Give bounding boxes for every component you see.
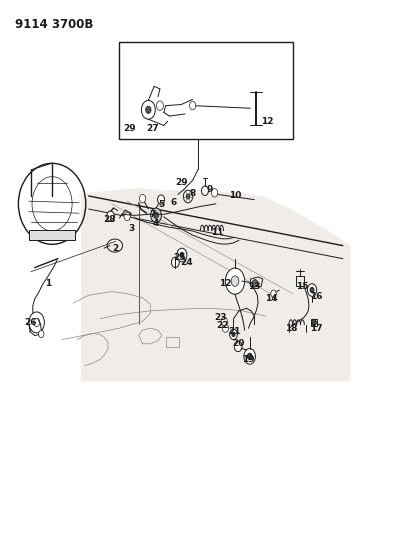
- Text: 26: 26: [24, 318, 37, 327]
- Text: 10: 10: [229, 191, 241, 200]
- Text: 12: 12: [261, 117, 274, 126]
- Circle shape: [33, 318, 40, 327]
- Circle shape: [186, 194, 190, 199]
- Circle shape: [231, 276, 239, 286]
- Circle shape: [211, 189, 218, 197]
- Text: 14: 14: [265, 294, 278, 303]
- Text: 15: 15: [296, 282, 309, 291]
- Circle shape: [226, 268, 244, 294]
- Text: 11: 11: [211, 228, 224, 237]
- Circle shape: [29, 312, 44, 333]
- Circle shape: [180, 253, 184, 257]
- Text: 17: 17: [310, 324, 322, 333]
- Text: 4: 4: [153, 219, 159, 228]
- Circle shape: [247, 353, 252, 359]
- Circle shape: [124, 212, 130, 221]
- Text: 6: 6: [170, 198, 176, 207]
- Circle shape: [156, 101, 163, 110]
- Circle shape: [171, 257, 179, 268]
- Circle shape: [252, 279, 258, 287]
- Circle shape: [177, 248, 187, 262]
- Circle shape: [141, 100, 155, 119]
- Circle shape: [244, 349, 255, 364]
- Text: 13: 13: [248, 282, 261, 291]
- Circle shape: [202, 186, 208, 196]
- Polygon shape: [29, 230, 75, 240]
- Text: 2: 2: [112, 244, 119, 253]
- Text: 20: 20: [233, 340, 245, 348]
- Polygon shape: [81, 188, 351, 382]
- Text: 27: 27: [146, 124, 158, 133]
- Text: 24: 24: [180, 258, 193, 267]
- Circle shape: [39, 330, 44, 337]
- Circle shape: [184, 190, 193, 203]
- Text: 7: 7: [149, 210, 155, 219]
- Text: 8: 8: [189, 189, 196, 198]
- Text: 9114 3700B: 9114 3700B: [15, 19, 94, 31]
- Bar: [166, 337, 179, 348]
- Circle shape: [146, 106, 151, 114]
- Text: 18: 18: [285, 324, 297, 333]
- Circle shape: [107, 211, 114, 222]
- Circle shape: [271, 290, 276, 297]
- Text: 25: 25: [173, 253, 185, 262]
- Circle shape: [151, 208, 162, 223]
- Circle shape: [230, 329, 237, 340]
- Polygon shape: [311, 319, 317, 326]
- Polygon shape: [296, 276, 303, 286]
- Circle shape: [307, 284, 317, 296]
- Bar: [119, 42, 293, 139]
- Text: 22: 22: [217, 320, 229, 329]
- Text: 9: 9: [207, 185, 213, 193]
- Circle shape: [154, 212, 158, 219]
- Text: 29: 29: [123, 124, 136, 133]
- Circle shape: [310, 287, 314, 293]
- Text: 1: 1: [45, 279, 51, 288]
- Text: 28: 28: [104, 215, 116, 224]
- Circle shape: [222, 324, 228, 332]
- Text: 16: 16: [310, 292, 322, 301]
- Circle shape: [189, 101, 196, 110]
- Circle shape: [221, 317, 227, 326]
- Circle shape: [158, 195, 165, 204]
- Circle shape: [232, 332, 235, 336]
- Text: 29: 29: [175, 179, 187, 188]
- Text: 3: 3: [128, 224, 134, 233]
- Text: 5: 5: [159, 200, 165, 209]
- Text: 12: 12: [219, 279, 231, 288]
- Circle shape: [234, 341, 242, 352]
- Text: 23: 23: [214, 313, 227, 322]
- Text: 21: 21: [228, 327, 241, 336]
- Circle shape: [312, 319, 316, 326]
- Text: 19: 19: [242, 355, 255, 364]
- Circle shape: [140, 195, 146, 203]
- Polygon shape: [250, 277, 263, 286]
